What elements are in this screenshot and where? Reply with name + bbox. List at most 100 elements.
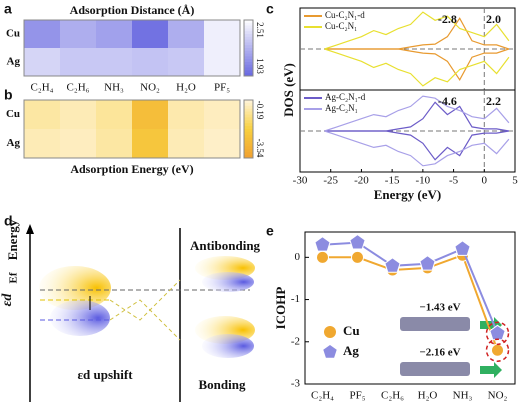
mixing-lines: [109, 279, 181, 341]
heat-cell: [96, 48, 132, 76]
colorbar-step: [244, 105, 253, 110]
heat-cell: [24, 100, 60, 129]
marker: [314, 236, 331, 252]
colorbar-tick-label: -3.54: [255, 139, 265, 158]
colorbar-step: [244, 137, 253, 142]
colorbar-tick-label: 2.51: [255, 22, 265, 38]
heat-cell: [132, 20, 168, 48]
colorbar-step: [244, 45, 253, 49]
column-label: C₂H₆: [67, 82, 90, 94]
diagram-d: Energy εd Ef Antibonding Bonding εd upsh…: [0, 219, 261, 402]
heat-cell: [132, 129, 168, 158]
dos-line: [324, 48, 510, 87]
x-tick-label: C₂H₆: [381, 390, 404, 402]
heatmap-frame: [23, 99, 241, 159]
colorbar-step: [244, 146, 253, 150]
heat-cell: [60, 129, 96, 158]
annotation: −2.16 eV: [419, 347, 460, 359]
colorbar-tick-label: 1.93: [255, 58, 265, 74]
colorbar-step: [244, 134, 253, 139]
annotation: 2.2: [486, 94, 501, 108]
column-label: NO₂: [140, 82, 160, 94]
inset-slab: [400, 317, 470, 331]
panel-label: a: [4, 1, 12, 17]
legend-label: Cu-C₂N₁-d: [325, 10, 365, 20]
colorbar-step: [244, 36, 253, 41]
panel-label: d: [4, 213, 13, 229]
plot-frame: [304, 231, 516, 385]
ef-label: Ef: [8, 272, 20, 283]
legend-label: Ag: [343, 343, 359, 358]
heat-cell: [60, 48, 96, 76]
colorbar-frame: [243, 99, 254, 159]
colorbar-step: [244, 39, 253, 43]
colorbar-step: [244, 28, 253, 32]
y-tick-label: -3: [291, 378, 301, 390]
upshift-label: εd upshift: [77, 367, 133, 382]
colorbar-step: [244, 143, 253, 147]
colorbar-step: [244, 111, 253, 115]
x-tick-label: H₂O: [418, 390, 438, 402]
highlight: [485, 321, 510, 346]
dos-line: [324, 95, 510, 132]
heat-cell: [168, 20, 204, 48]
colorbar-step: [244, 56, 253, 60]
panel-label: e: [266, 223, 274, 239]
colorbar-step: [244, 48, 253, 52]
highlight: [485, 338, 510, 362]
annotation: -2.8: [438, 12, 457, 26]
colorbar-step: [244, 22, 253, 27]
marker: [349, 233, 366, 250]
dos-line: [324, 48, 510, 81]
row-label: Ag: [7, 137, 21, 149]
x-tick-label: NO₂: [488, 390, 508, 402]
inset-arrow: [480, 362, 502, 378]
colorbar-step: [244, 31, 253, 35]
arrow-head: [26, 224, 34, 234]
colorbar-step: [244, 108, 253, 113]
column-label: PF₅: [214, 82, 230, 94]
heat-cell: [24, 129, 60, 158]
column-label: C₂H₄: [31, 82, 54, 94]
colorbar-step: [244, 123, 253, 127]
dos-line: [324, 130, 510, 167]
marker: [419, 255, 436, 271]
anti-blue: [202, 272, 254, 292]
y-axis-label: ICOHP: [273, 287, 288, 330]
x-tick-label: 0: [482, 175, 488, 187]
y-tick-label: -2: [291, 335, 300, 347]
colorbar-step: [244, 155, 253, 159]
heat-cell: [204, 129, 240, 158]
legend-marker: [323, 345, 337, 358]
x-tick-label: C₂H₄: [311, 390, 334, 402]
heat-cell: [96, 100, 132, 129]
colorbar-step: [244, 64, 253, 69]
colorbar-step: [244, 100, 253, 104]
heat-cell: [96, 20, 132, 48]
colorbar-tick-label: -0.19: [255, 101, 265, 120]
legend-label: Cu: [343, 323, 360, 338]
x-tick-label: 5: [512, 175, 518, 187]
y-tick-label: -1: [291, 293, 300, 305]
colorbar-step: [244, 131, 253, 136]
colorbar-step: [244, 129, 253, 133]
inset-slab: [400, 362, 470, 376]
colorbar-step: [244, 114, 253, 118]
heat-cell: [168, 129, 204, 158]
heat-cell: [24, 48, 60, 76]
marker: [384, 257, 401, 273]
colorbar-step: [244, 152, 253, 156]
y-axis-label: DOS (eV): [281, 63, 296, 117]
panel-label: b: [4, 87, 13, 103]
legend-marker: [324, 326, 336, 338]
heat-cell: [24, 20, 60, 48]
colorbar-step: [244, 102, 253, 107]
colorbar-step: [244, 73, 253, 77]
x-tick-label: -20: [354, 175, 369, 187]
colorbar-step: [244, 120, 253, 124]
heatmap-frame: [23, 19, 241, 77]
colorbar-step: [244, 117, 253, 121]
colorbar-step: [244, 67, 253, 71]
legend-label: Cu-C₂N₁: [325, 21, 357, 31]
